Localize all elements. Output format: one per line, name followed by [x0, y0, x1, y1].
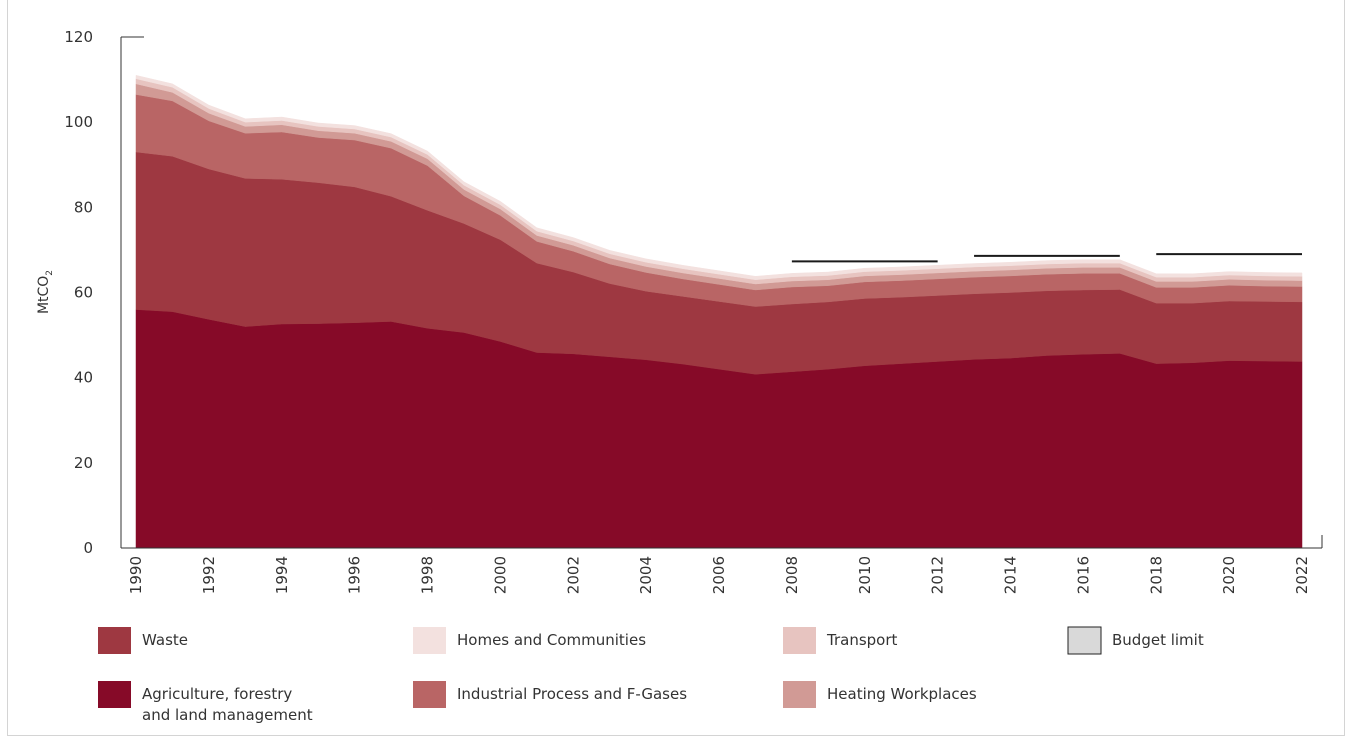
- legend-label: Waste: [142, 631, 188, 649]
- stacked-areas: [135, 75, 1303, 549]
- emissions-chart: 0 20 40 60 80 100 120 1990 1992 1994 1996 1998 2000…: [36, 28, 1323, 724]
- y-tick-label: 40: [74, 369, 93, 387]
- area-homes-and-communities: [135, 75, 1303, 280]
- x-tick-label: 1994: [273, 556, 291, 594]
- x-tick-label: 1992: [200, 556, 218, 594]
- legend-item-agriculture-forestry: Agriculture, forestry and land management: [98, 681, 313, 724]
- legend-swatch: [98, 681, 131, 708]
- legend-label: Budget limit: [1112, 631, 1204, 649]
- legend-item-industrial-process-and-f-gases: Industrial Process and F-Gases: [413, 681, 687, 708]
- y-tick-label: 100: [64, 113, 93, 131]
- y-tick-labels: 0 20 40 60 80 100 120: [64, 28, 93, 557]
- axes: [120, 36, 1323, 549]
- y-tick-label: 120: [64, 28, 93, 46]
- legend-label: Heating Workplaces: [827, 685, 977, 703]
- legend-label-line-2: and land management: [142, 706, 313, 724]
- x-tick-label: 2018: [1147, 556, 1165, 594]
- x-tick-label: 2010: [856, 556, 874, 594]
- x-tick-label: 2006: [710, 556, 728, 594]
- y-tick-label: 20: [74, 454, 93, 472]
- y-tick-label: 60: [74, 284, 93, 302]
- legend-label-line-1: Agriculture, forestry: [142, 685, 292, 703]
- legend-item-waste: Waste: [98, 627, 188, 654]
- chart-frame: 0 20 40 60 80 100 120 1990 1992 1994 1996 1998 2000…: [7, 0, 1345, 736]
- x-tick-label: 1998: [419, 556, 437, 594]
- x-tick-label: 2016: [1074, 556, 1092, 594]
- x-tick-label: 2002: [564, 556, 582, 594]
- legend-item-homes-and-communities: Homes and Communities: [413, 627, 646, 654]
- legend-swatch: [783, 627, 816, 654]
- legend-swatch: [1067, 626, 1102, 655]
- legend-swatch: [413, 627, 446, 654]
- x-tick-label: 1990: [127, 556, 145, 594]
- x-tick-label: 2008: [783, 556, 801, 594]
- legend-swatch: [783, 681, 816, 708]
- y-tick-label: 80: [74, 198, 93, 216]
- legend-swatch: [98, 627, 131, 654]
- legend-label: Homes and Communities: [457, 631, 646, 649]
- legend-item-transport: Transport: [783, 627, 898, 654]
- y-tick-label: 0: [83, 539, 93, 557]
- legend: Waste Homes and Communities Transport Budge…: [98, 626, 1204, 724]
- x-tick-label: 2022: [1293, 556, 1311, 594]
- legend-swatch: [413, 681, 446, 708]
- x-tick-label: 1996: [346, 556, 364, 594]
- x-tick-labels: 1990 1992 1994 1996 1998 2000 2002 2004 2006 2008…: [127, 556, 1311, 594]
- legend-label: Transport: [826, 631, 898, 649]
- budget-limit-lines: [791, 253, 1302, 263]
- x-tick-label: 2020: [1220, 556, 1238, 594]
- x-tick-label: 2004: [637, 556, 655, 594]
- x-tick-label: 2000: [491, 556, 509, 594]
- x-tick-label: 2014: [1002, 556, 1020, 594]
- y-axis-title: MtCO2: [36, 270, 55, 314]
- legend-item-heating-workplaces: Heating Workplaces: [783, 681, 977, 708]
- legend-item-budget-limit: Budget limit: [1067, 626, 1204, 655]
- legend-label: Industrial Process and F-Gases: [457, 685, 687, 703]
- x-tick-label: 2012: [929, 556, 947, 594]
